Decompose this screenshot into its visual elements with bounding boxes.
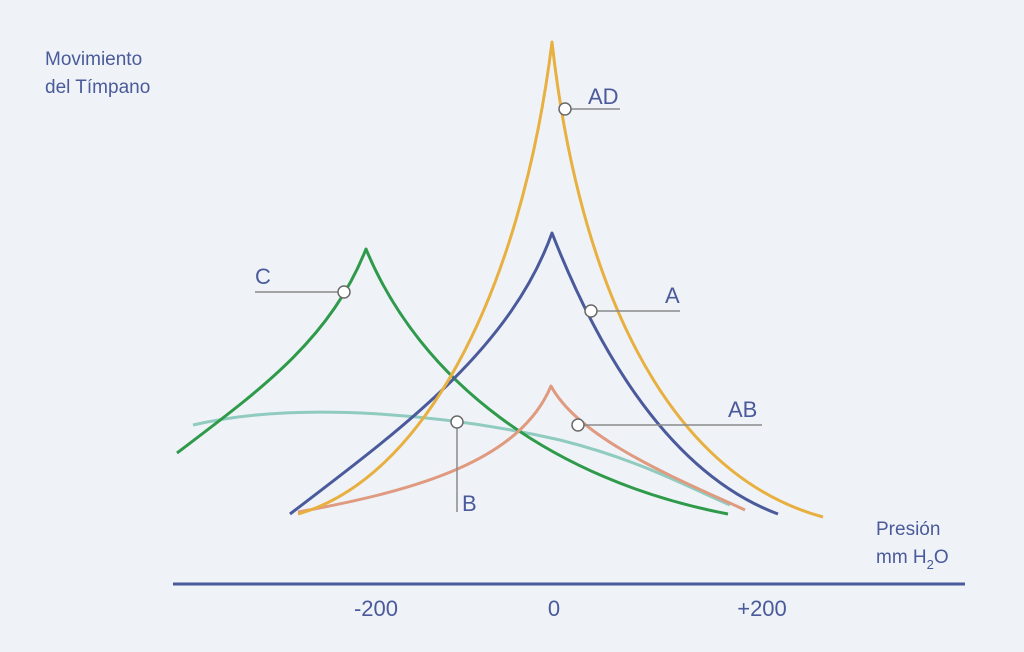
y-axis-label: Movimiento [45, 49, 142, 70]
curve-label: A [665, 283, 680, 308]
x-tick-label: -200 [354, 596, 398, 621]
leader-dot [584, 304, 598, 318]
leader-dot [337, 285, 351, 299]
leader-dot [450, 415, 464, 429]
curve-b [192, 410, 731, 507]
curve-a [289, 231, 779, 516]
leader-dot [571, 418, 585, 432]
curve-label: B [462, 491, 477, 516]
curve-c [176, 247, 729, 516]
x-tick-label: 0 [548, 596, 560, 621]
x-axis-label: mm H2O [876, 547, 949, 572]
x-tick-label: +200 [737, 596, 787, 621]
x-axis-label-part: O [934, 547, 949, 568]
curve-label: AD [588, 84, 619, 109]
x-axis-label-part: mm H [876, 547, 927, 568]
x-axis-label-sub: 2 [927, 557, 934, 572]
x-axis-label: Presión [876, 519, 940, 540]
y-axis-label: del Tímpano [45, 77, 150, 98]
curve-ab [297, 384, 746, 514]
leader-dot [558, 102, 572, 116]
curve-label: C [255, 264, 271, 289]
curve-label: AB [728, 397, 757, 422]
